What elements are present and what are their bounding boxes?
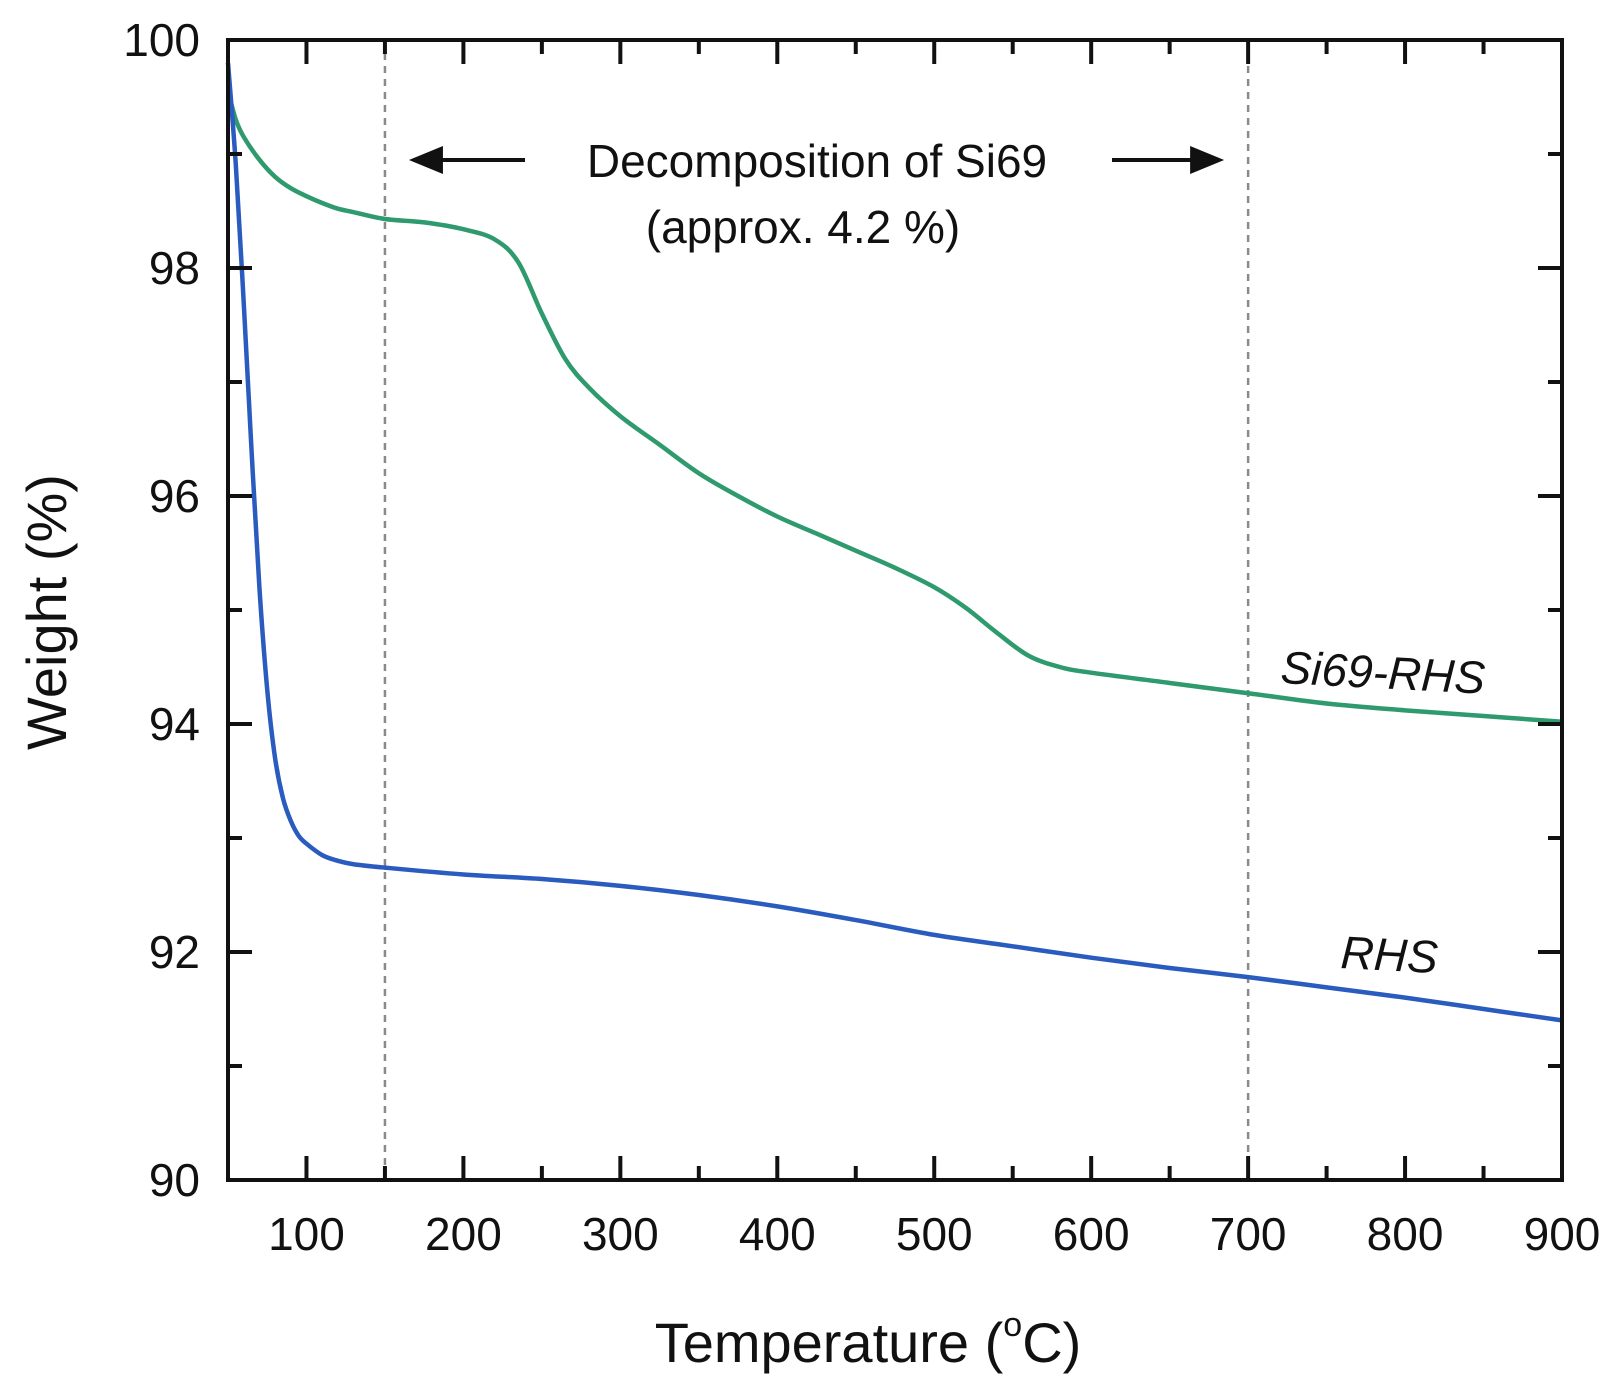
x-axis-title-degree: o bbox=[1003, 1306, 1022, 1344]
series-line-si69-rhs bbox=[225, 90, 1563, 724]
x-tick-label-100: 100 bbox=[268, 1208, 345, 1260]
y-tick-label-98: 98 bbox=[149, 242, 200, 294]
arrowhead-right bbox=[1190, 146, 1225, 174]
y-tick-label-90: 90 bbox=[149, 1154, 200, 1206]
axis-ticks bbox=[228, 38, 1564, 1182]
y-tick-label-96: 96 bbox=[149, 470, 200, 522]
x-tick-label-800: 800 bbox=[1367, 1208, 1444, 1260]
y-axis-title: Weight (%) bbox=[15, 474, 78, 750]
series-label-rhs: RHS bbox=[1339, 926, 1439, 983]
x-tick-label-300: 300 bbox=[582, 1208, 659, 1260]
x-tick-label-500: 500 bbox=[896, 1208, 973, 1260]
annotation-line2: (approx. 4.2 %) bbox=[646, 201, 960, 253]
vertical-dashed-lines bbox=[383, 40, 1250, 1180]
annotation-line1: Decomposition of Si69 bbox=[587, 135, 1047, 187]
x-axis-title: Temperature (oC) bbox=[655, 1306, 1082, 1374]
x-axis-title-main: Temperature ( bbox=[655, 1311, 1004, 1374]
x-tick-label-400: 400 bbox=[739, 1208, 816, 1260]
y-tick-label-100: 100 bbox=[123, 14, 200, 66]
x-tick-label-200: 200 bbox=[425, 1208, 502, 1260]
x-axis-title-end: C) bbox=[1022, 1311, 1081, 1374]
decomposition-annotation: Decomposition of Si69 (approx. 4.2 %) bbox=[408, 135, 1225, 253]
x-tick-label-700: 700 bbox=[1210, 1208, 1287, 1260]
y-tick-label-92: 92 bbox=[149, 926, 200, 978]
x-tick-label-600: 600 bbox=[1053, 1208, 1130, 1260]
series-line-rhs bbox=[225, 62, 1563, 1023]
series-label-si69-rhs: Si69-RHS bbox=[1279, 641, 1486, 704]
x-tick-labels: 100 200 300 400 500 600 700 800 900 bbox=[268, 1208, 1600, 1260]
arrowhead-left bbox=[408, 146, 443, 174]
y-tick-label-94: 94 bbox=[149, 698, 200, 750]
x-tick-label-900: 900 bbox=[1524, 1208, 1601, 1260]
y-tick-labels: 90 92 94 96 98 100 bbox=[123, 14, 200, 1206]
series-layer bbox=[225, 62, 1563, 1023]
